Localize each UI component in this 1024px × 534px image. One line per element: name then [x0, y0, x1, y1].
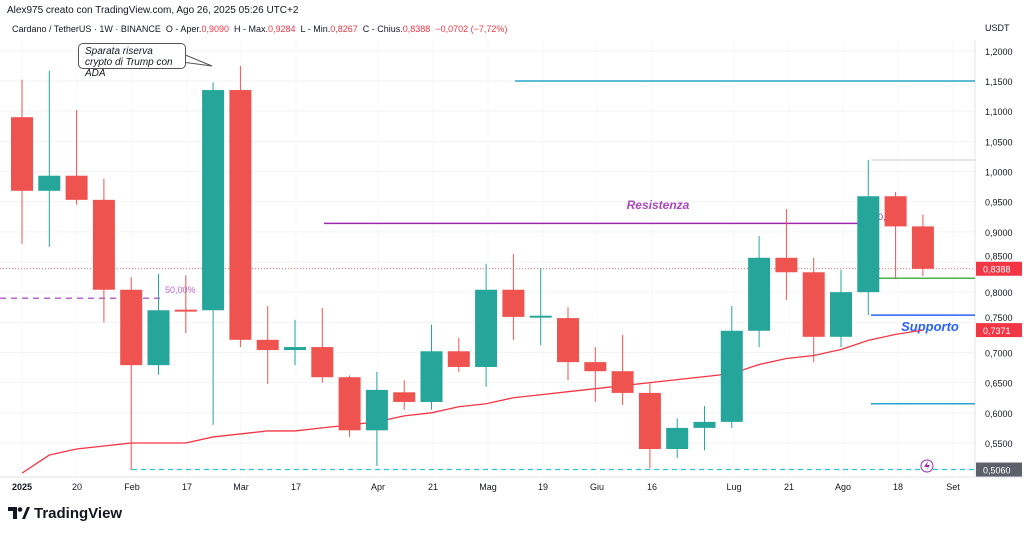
price-tag — [976, 462, 1022, 477]
low-label: L - Min. — [300, 24, 331, 34]
time-tick: Set — [946, 482, 960, 492]
open-label: O - Aper. — [165, 24, 202, 34]
brand-name: TradingView — [34, 505, 123, 522]
time-tick: Lug — [726, 482, 741, 492]
price-tick: 0,6000 — [985, 409, 1013, 419]
time-tick: 17 — [182, 482, 192, 492]
price-tag-text: 0,7371 — [983, 326, 1011, 336]
resistance-label: Resistenza — [627, 198, 690, 212]
candle-body — [857, 196, 880, 293]
candle-body — [11, 117, 33, 191]
candle-body — [284, 347, 306, 351]
candle-body — [529, 315, 552, 318]
price-tick: 0,8500 — [985, 252, 1013, 262]
price-tag — [976, 323, 1022, 338]
candle-body — [557, 318, 579, 363]
price-tick: 0,9500 — [985, 198, 1013, 208]
candle-body — [830, 292, 852, 337]
price-tag-text: 0,5060 — [983, 466, 1011, 476]
time-tick: 16 — [647, 482, 657, 492]
candle-body — [229, 90, 252, 340]
time-tick: Ago — [835, 482, 851, 492]
candle-body — [693, 421, 716, 428]
lightning-glyph — [924, 461, 930, 471]
price-tick: 1,1000 — [985, 107, 1013, 117]
support-label: Supporto — [901, 319, 959, 334]
candle-body — [365, 389, 388, 431]
candle-body — [584, 362, 607, 372]
candle-body — [911, 226, 934, 269]
candle-body — [120, 289, 143, 366]
candle-body — [720, 330, 743, 422]
symbol-legend: Cardano / TetherUS · 1W · BINANCE O - Ap… — [12, 24, 507, 34]
price-tick: 1,1500 — [985, 77, 1013, 87]
price-tick: 0,8000 — [985, 288, 1013, 298]
price-tick: 0,6500 — [985, 379, 1013, 389]
fib-50-label: 50,00% — [165, 285, 196, 295]
candle-body — [884, 196, 907, 227]
close-value: 0,8388 — [402, 24, 431, 34]
candle-body — [174, 309, 197, 312]
price-tag — [976, 261, 1022, 276]
currency-label: USDT — [985, 23, 1010, 33]
candle-body — [65, 175, 88, 200]
candle-body — [393, 392, 416, 402]
callout-pointer — [177, 51, 213, 67]
tradingview-logo[interactable]: TradingView — [8, 505, 122, 522]
candle-body — [38, 175, 61, 191]
close-label: C - Chius. — [362, 24, 403, 34]
candle-body — [420, 351, 443, 402]
candle-body — [748, 257, 771, 331]
price-chart[interactable]: 1,2000 1,1500 1,1000 1,0500 1,0000 0,9500 0,90… — [0, 0, 1024, 500]
candle-body — [502, 289, 525, 317]
time-tick: 18 — [893, 482, 903, 492]
time-tick: 2025 — [12, 482, 32, 492]
high-value: 0,9284 — [268, 24, 296, 34]
candle-body — [775, 257, 798, 273]
time-tick: Feb — [124, 482, 140, 492]
moving-average-line — [21, 329, 923, 474]
candle-body — [638, 392, 661, 450]
callout-note[interactable]: Sparata riserva crypto di Trump con ADA — [78, 43, 186, 79]
symbol-name[interactable]: Cardano / TetherUS · 1W · BINANCE — [12, 24, 161, 34]
change-value: −0,0702 (−7,72%) — [435, 24, 508, 34]
open-value: 0,9090 — [201, 24, 229, 34]
time-tick: 19 — [538, 482, 548, 492]
candle-body — [666, 427, 689, 450]
candle-body — [202, 90, 225, 311]
time-tick: 21 — [428, 482, 438, 492]
time-tick: 17 — [291, 482, 301, 492]
price-tick: 1,0500 — [985, 137, 1013, 147]
fib-right-label: 0, — [878, 212, 886, 222]
candle-body — [338, 377, 361, 431]
candle-body — [311, 347, 334, 378]
low-value: 0,8267 — [330, 24, 358, 34]
candle-body — [256, 339, 279, 351]
time-tick: Mag — [479, 482, 497, 492]
price-tag-text: 0,8388 — [983, 265, 1011, 275]
price-tick: 0,9000 — [985, 228, 1013, 238]
candle-body — [92, 199, 115, 290]
candle-body — [611, 371, 634, 393]
price-tick: 1,0000 — [985, 167, 1013, 177]
time-tick: Apr — [371, 482, 385, 492]
candle-body — [802, 272, 825, 337]
time-tick: 21 — [784, 482, 794, 492]
high-label: H - Max. — [233, 24, 268, 34]
candle-body — [475, 289, 498, 367]
price-tick: 0,7500 — [985, 313, 1013, 323]
price-tick: 0,7000 — [985, 348, 1013, 358]
candle-body — [147, 310, 170, 366]
tv-logo-icon — [8, 506, 30, 519]
candle-body — [447, 351, 470, 367]
price-tick: 0,5500 — [985, 439, 1013, 449]
time-tick: Mar — [233, 482, 249, 492]
chart-credit: Alex975 creato con TradingView.com, Ago … — [7, 5, 299, 16]
time-tick: 20 — [72, 482, 82, 492]
price-tick: 1,2000 — [985, 47, 1013, 57]
time-tick: Giu — [590, 482, 604, 492]
